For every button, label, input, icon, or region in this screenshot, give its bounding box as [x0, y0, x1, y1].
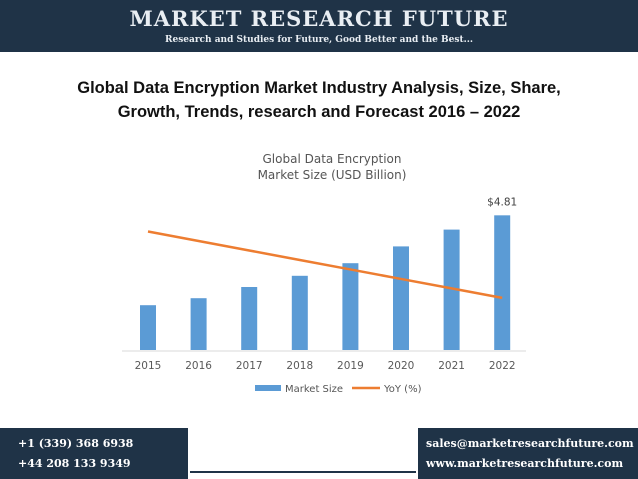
bar-2018: [291, 275, 308, 350]
line-series: [147, 230, 503, 300]
footer-phone-us: +1 (339) 368 6938: [18, 437, 134, 450]
footer-phone-uk: +44 208 133 9349: [18, 457, 131, 470]
bar-2019: [342, 263, 359, 350]
x-tick-2020: 2020: [388, 360, 415, 372]
chart-title-line-2: Market Size (USD Billion): [258, 168, 407, 182]
bar-series: [140, 215, 511, 350]
market-size-chart: Global Data Encryption Market Size (USD …: [122, 152, 526, 395]
x-tick-2018: 2018: [286, 360, 313, 372]
brand-name: MARKET RESEARCH FUTURE: [129, 6, 509, 31]
x-tick-2016: 2016: [185, 360, 212, 372]
bar-2015: [140, 305, 156, 350]
x-axis-ticks: 2015 2016 2017 2018 2019 2020 2021 2022: [135, 360, 516, 372]
header-banner: MARKET RESEARCH FUTURE Research and Stud…: [0, 0, 638, 52]
page-title: Global Data Encryption Market Industry A…: [20, 76, 618, 124]
footer-divider: [190, 471, 416, 473]
page-title-line-2: Growth, Trends, research and Forecast 20…: [117, 103, 521, 121]
bar-2016: [190, 298, 207, 350]
footer-banner: +1 (339) 368 6938 +44 208 133 9349 sales…: [0, 428, 638, 479]
x-tick-2015: 2015: [135, 360, 162, 372]
x-tick-2022: 2022: [489, 360, 516, 372]
legend-label-market-size: Market Size: [285, 384, 343, 395]
legend-label-yoy: YoY (%): [383, 384, 422, 395]
legend: Market Size YoY (%): [255, 384, 422, 395]
legend-swatch-market-size: [255, 385, 281, 391]
chart-title-line-1: Global Data Encryption: [263, 152, 402, 166]
bar-2020: [393, 246, 409, 350]
data-label-2022: $4.81: [487, 196, 517, 208]
yoy-line: [147, 230, 503, 300]
footer-website: www.marketresearchfuture.com: [426, 457, 624, 470]
bar-2022: [494, 215, 511, 350]
footer-center-panel: [188, 428, 418, 479]
x-tick-2019: 2019: [337, 360, 364, 372]
bar-2017: [241, 287, 258, 350]
bar-2021: [443, 229, 460, 350]
x-tick-2021: 2021: [438, 360, 465, 372]
brand-tagline: Research and Studies for Future, Good Be…: [164, 35, 473, 45]
x-tick-2017: 2017: [236, 360, 263, 372]
page-title-line-1: Global Data Encryption Market Industry A…: [77, 79, 561, 97]
footer-email: sales@marketresearchfuture.com: [426, 437, 634, 450]
data-labels: $4.81: [487, 196, 517, 208]
